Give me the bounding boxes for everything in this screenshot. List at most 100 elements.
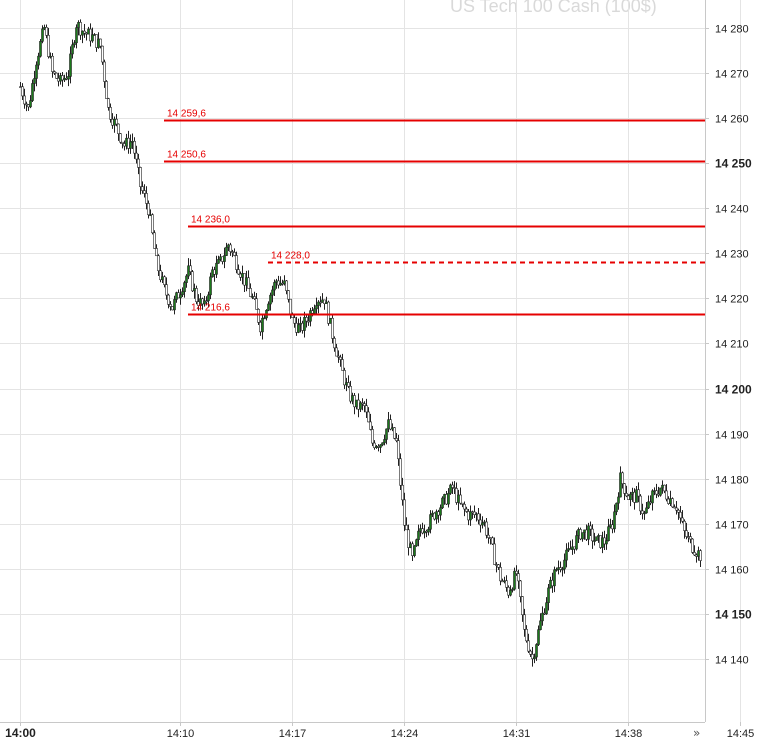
candle-body <box>67 76 70 80</box>
candle-body <box>177 292 180 299</box>
candle-body <box>203 300 206 305</box>
price-levels-layer[interactable]: 14 259,6 14 250,6 14 236,0 14 228,0 14 216,6 <box>164 109 705 316</box>
candle <box>541 606 544 626</box>
candle-body <box>31 83 34 101</box>
candle-body <box>555 569 558 571</box>
candle <box>185 274 188 288</box>
candle <box>675 500 678 515</box>
candle-body <box>637 489 640 497</box>
candle-body <box>659 487 662 496</box>
price-level[interactable]: 14 236,0 <box>188 215 705 228</box>
candle <box>67 70 70 87</box>
candle <box>55 72 58 79</box>
price-level[interactable]: 14 259,6 <box>164 109 705 122</box>
candle-body <box>157 255 160 272</box>
candle <box>537 625 540 647</box>
candle-body <box>129 141 132 149</box>
candle-body <box>303 317 306 331</box>
candle <box>615 502 618 516</box>
candle-body <box>383 439 386 444</box>
candle-body <box>169 304 172 307</box>
candle-body <box>29 100 32 108</box>
candle-body <box>227 244 230 248</box>
candle-body <box>221 256 224 262</box>
candle-body <box>563 559 566 570</box>
candle <box>553 566 556 593</box>
candle <box>683 519 686 539</box>
candle <box>235 251 238 274</box>
candle <box>253 291 256 300</box>
candle-body <box>439 507 442 516</box>
candle-body <box>89 28 92 42</box>
candle <box>643 510 646 520</box>
candle <box>267 301 270 312</box>
candle-body <box>105 81 108 99</box>
price-level[interactable]: 14 228,0 <box>268 251 705 264</box>
candle <box>337 350 340 363</box>
candle-body <box>91 34 94 42</box>
price-level[interactable]: 14 250,6 <box>164 150 705 163</box>
candle <box>175 291 178 303</box>
candle-body <box>229 244 232 252</box>
candle-body <box>35 64 38 79</box>
candle <box>195 285 198 305</box>
candle <box>127 130 130 154</box>
candle <box>147 200 150 219</box>
candle-body <box>171 306 174 311</box>
candle <box>533 653 536 664</box>
candle-body <box>99 38 102 47</box>
y-tick-label: 14 280 <box>715 24 749 36</box>
candle-body <box>225 246 228 256</box>
candle <box>629 491 632 507</box>
y-tick-label: 14 260 <box>715 114 749 126</box>
candle <box>143 184 146 198</box>
scroll-right-button[interactable]: » <box>693 726 700 740</box>
candle-body <box>607 526 610 542</box>
candle <box>619 466 622 498</box>
candle-body <box>681 517 684 522</box>
candle-body <box>287 290 290 300</box>
price-level[interactable]: 14 216,6 <box>188 303 705 316</box>
y-tick-label: 14 160 <box>715 565 749 577</box>
candle <box>103 59 106 88</box>
candle-body <box>473 511 476 515</box>
candle <box>395 433 398 443</box>
candle-body <box>693 552 696 556</box>
candle-body <box>167 294 170 305</box>
candle-body <box>685 530 688 537</box>
candle <box>693 545 696 557</box>
candle <box>119 133 122 144</box>
candle <box>249 283 252 298</box>
candle <box>25 101 28 112</box>
candle <box>641 503 644 520</box>
candle <box>71 39 74 59</box>
candle-body <box>305 317 308 322</box>
candle <box>215 255 218 278</box>
candle-body <box>333 338 336 349</box>
x-tick-label: 14:38 <box>615 728 643 740</box>
candle <box>385 428 388 445</box>
candle-body <box>239 273 242 278</box>
candle <box>665 484 668 502</box>
candle-body <box>209 276 212 296</box>
candle-body <box>323 299 326 304</box>
candle-body <box>77 22 80 28</box>
candle-body <box>231 251 234 253</box>
candle-body <box>679 511 682 519</box>
candle <box>459 487 462 505</box>
candle-body <box>217 259 220 264</box>
candle-body <box>625 493 628 497</box>
candle <box>93 33 96 36</box>
candle <box>453 481 456 495</box>
candle <box>307 314 310 326</box>
candle-body <box>683 520 686 531</box>
candle-body <box>297 324 300 333</box>
candle <box>133 137 136 159</box>
candle <box>145 186 148 210</box>
candle-body <box>613 511 616 530</box>
candle-body <box>347 382 350 387</box>
candle <box>75 24 78 49</box>
candle <box>477 508 480 525</box>
